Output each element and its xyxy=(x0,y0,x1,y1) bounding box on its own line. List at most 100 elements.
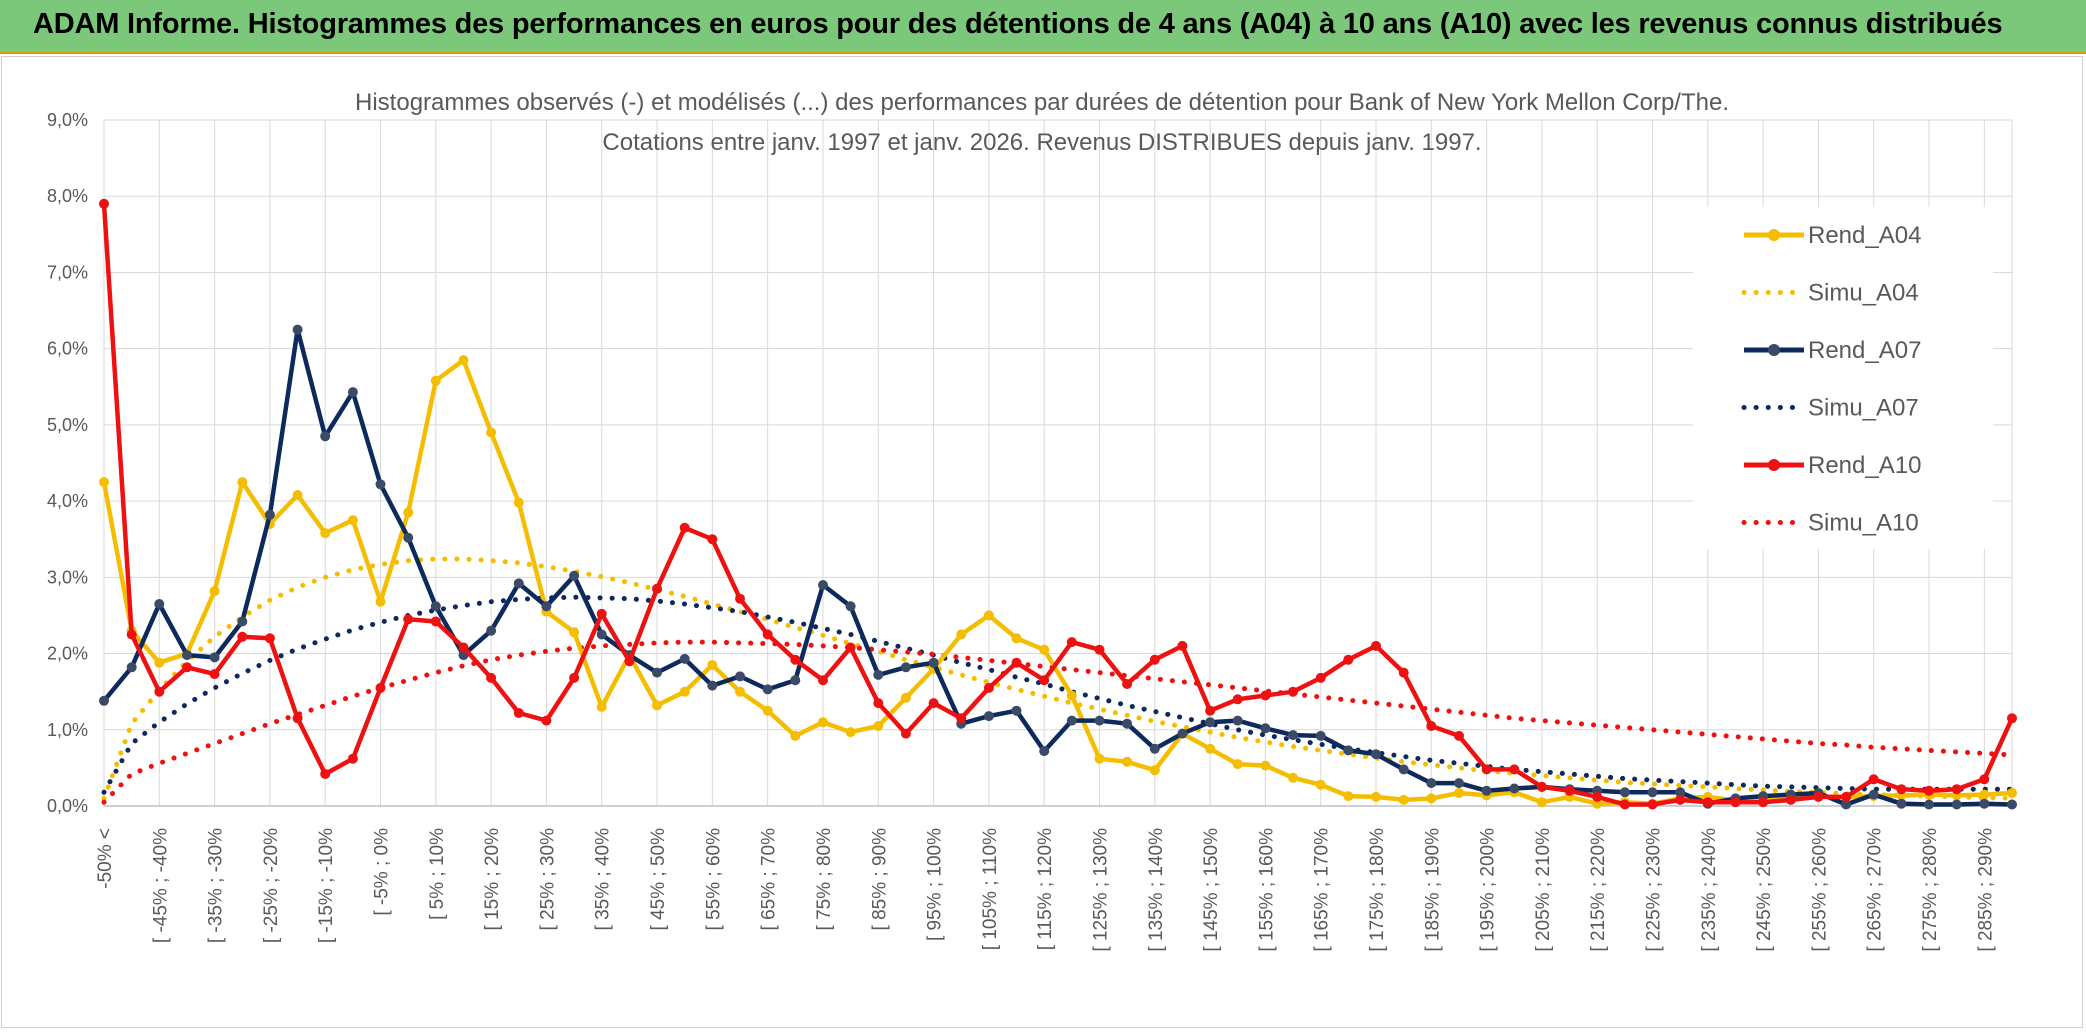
data-point xyxy=(1979,774,1990,785)
data-point xyxy=(679,653,690,664)
data-point xyxy=(1371,791,1381,802)
y-tick-label: 7,0% xyxy=(47,262,88,282)
data-point xyxy=(1592,791,1603,802)
data-point xyxy=(2007,713,2017,724)
y-tick-label: 1,0% xyxy=(47,720,88,740)
data-point xyxy=(900,728,911,739)
data-point xyxy=(596,701,607,712)
legend-label: Simu_A07 xyxy=(1808,395,1919,422)
data-point xyxy=(1039,746,1050,757)
data-point xyxy=(1315,730,1326,741)
data-point xyxy=(375,596,386,607)
data-point xyxy=(154,599,165,609)
data-point xyxy=(1675,787,1686,798)
x-tick-label: [ 155% ; 160% xyxy=(1256,828,1277,952)
legend-label: Rend_A04 xyxy=(1808,222,1921,249)
data-point xyxy=(126,629,137,640)
data-point xyxy=(762,629,773,640)
data-point xyxy=(900,692,911,703)
data-point xyxy=(1039,675,1050,686)
data-point xyxy=(458,355,469,366)
data-point xyxy=(873,669,884,680)
legend-marker xyxy=(1768,229,1780,241)
data-point xyxy=(624,656,635,667)
data-point xyxy=(873,721,884,731)
data-point xyxy=(1315,779,1326,790)
data-point xyxy=(1619,787,1630,798)
data-point xyxy=(486,625,497,636)
data-point xyxy=(790,675,801,686)
y-tick-label: 9,0% xyxy=(47,110,88,130)
x-tick-label: [ 195% ; 200% xyxy=(1478,828,1499,952)
data-point xyxy=(237,477,248,488)
data-point xyxy=(1122,679,1133,689)
data-point xyxy=(1177,640,1188,651)
series-Rend_A07 xyxy=(99,324,2017,810)
data-point xyxy=(292,324,303,335)
x-tick-label: [ 115% ; 120% xyxy=(1035,828,1056,950)
data-point xyxy=(154,657,165,668)
data-point xyxy=(1426,721,1437,731)
data-point xyxy=(1536,797,1547,808)
data-point xyxy=(928,657,939,668)
y-tick-label: 8,0% xyxy=(47,186,88,206)
data-point xyxy=(983,711,994,722)
data-point xyxy=(596,629,607,640)
data-point xyxy=(1066,637,1077,648)
data-point xyxy=(1758,797,1769,808)
data-point xyxy=(818,717,828,728)
data-point xyxy=(1951,799,1962,810)
legend: Rend_A04 Simu_A04 Rend_A07 Simu_A07 Rend_A10… xyxy=(1693,207,1993,549)
data-point xyxy=(1094,753,1105,764)
legend-label: Simu_A04 xyxy=(1808,280,1919,307)
data-point xyxy=(1205,743,1216,754)
data-point xyxy=(292,713,303,724)
data-point xyxy=(707,660,718,670)
y-tick-label: 5,0% xyxy=(47,415,88,435)
data-point xyxy=(292,490,303,500)
data-point xyxy=(1868,789,1879,800)
x-tick-label: [ 245% ; 250% xyxy=(1754,828,1775,952)
chart-frame xyxy=(1,56,2083,1028)
data-point xyxy=(873,698,884,709)
data-point xyxy=(1260,723,1271,734)
data-point xyxy=(1924,785,1934,796)
x-tick-label: [ -25% ; -20% xyxy=(261,828,282,943)
data-point xyxy=(99,695,109,706)
data-point xyxy=(486,672,497,683)
x-tick-label: [ 185% ; 190% xyxy=(1422,828,1443,952)
data-point xyxy=(237,631,248,642)
data-point xyxy=(347,387,358,398)
data-point xyxy=(1619,799,1630,810)
data-point xyxy=(1260,760,1271,771)
data-point xyxy=(2007,788,2017,798)
data-point xyxy=(209,652,220,663)
x-tick-label: [ 25% ; 30% xyxy=(537,828,558,931)
y-axis: 0,0% 1,0% 2,0% 3,0% 4,0% 5,0% 6,0% 7,0% 8,0% 9,0% xyxy=(47,110,88,816)
x-tick-label: [ 215% ; 220% xyxy=(1588,828,1609,952)
data-point xyxy=(679,522,690,533)
data-point xyxy=(762,684,773,695)
data-point xyxy=(430,601,441,612)
data-point xyxy=(707,680,718,691)
series-line-Rend_A07 xyxy=(102,327,2013,807)
x-axis: -50% < [ -45% ; -40% [ -35% ; -30% [ -25% ;… xyxy=(95,805,2012,952)
series-line-Simu_A07 xyxy=(101,594,2015,795)
data-point xyxy=(1564,785,1575,796)
data-point xyxy=(1177,728,1188,739)
data-point xyxy=(1730,797,1741,808)
data-point xyxy=(1896,798,1907,809)
data-point xyxy=(1454,788,1464,798)
y-tick-label: 0,0% xyxy=(47,796,88,816)
data-point xyxy=(928,698,939,709)
data-point xyxy=(1647,787,1658,798)
series-line-Simu_A04 xyxy=(101,556,2015,801)
data-point xyxy=(320,769,331,779)
data-point xyxy=(569,627,580,638)
data-point xyxy=(818,580,828,590)
chart-title-line1: Histogrammes observés (-) et modélisés (… xyxy=(355,89,1729,116)
x-tick-label: [ 275% ; 280% xyxy=(1920,828,1941,952)
x-tick-label: [ 165% ; 170% xyxy=(1312,828,1333,952)
data-point xyxy=(209,586,220,597)
